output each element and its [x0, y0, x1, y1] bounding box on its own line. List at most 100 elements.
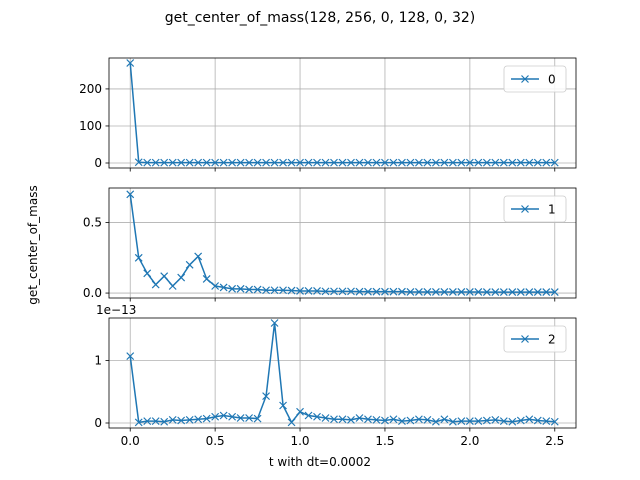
subplot-0: 0 100 200 0: [79, 57, 577, 172]
data-point: [440, 158, 449, 167]
data-point: [194, 252, 203, 261]
data-point: [330, 415, 338, 424]
legend-marker: [521, 335, 529, 343]
data-point: [508, 417, 517, 426]
data-point: [499, 288, 508, 297]
x-tick-label: 2.5: [545, 434, 564, 448]
data-point: [279, 401, 287, 410]
data-point: [533, 288, 542, 297]
data-point: [160, 272, 169, 281]
x-tick-label: 2.0: [460, 434, 479, 448]
data-point: [457, 417, 466, 426]
data-point: [406, 158, 415, 167]
data-point: [406, 416, 415, 425]
data-point: [270, 286, 279, 295]
data-point: [338, 287, 347, 296]
data-point: [245, 285, 254, 294]
y-tick-label: 0.5: [83, 216, 102, 230]
data-point: [372, 415, 381, 424]
data-point: [381, 287, 389, 296]
data-point: [414, 288, 423, 296]
data-point: [151, 280, 160, 289]
data-point: [364, 287, 372, 296]
data-point: [262, 392, 271, 401]
data-point: [126, 190, 135, 199]
y-tick-label: 100: [79, 119, 102, 133]
data-point: [355, 414, 364, 422]
data-point: [347, 415, 355, 424]
x-tick-label: 0.0: [121, 434, 140, 448]
data-point: [448, 158, 457, 167]
data-point: [398, 287, 406, 296]
data-point: [474, 288, 483, 296]
data-point: [389, 287, 398, 296]
data-point: [330, 287, 338, 296]
data-point: [313, 158, 321, 167]
data-point: [508, 288, 517, 297]
data-point: [355, 158, 364, 167]
data-point: [262, 286, 271, 295]
data-point: [465, 288, 474, 296]
data-point: [457, 288, 466, 296]
y-tick-label: 1: [94, 354, 102, 368]
data-point: [482, 416, 491, 425]
data-point: [185, 158, 194, 167]
data-point: [236, 414, 245, 422]
data-point: [219, 283, 228, 292]
data-point: [381, 158, 389, 167]
data-point: [168, 282, 177, 290]
data-point: [313, 287, 321, 295]
data-point: [160, 158, 169, 167]
legend-marker: [521, 75, 529, 83]
data-point: [491, 288, 500, 297]
data-point: [245, 414, 254, 422]
data-point: [398, 417, 406, 426]
data-point: [236, 284, 245, 293]
data-point: [389, 158, 398, 167]
data-point: [160, 417, 169, 426]
data-point: [313, 412, 321, 421]
data-point: [236, 158, 245, 167]
data-point: [177, 273, 186, 282]
data-point: [270, 158, 279, 167]
data-point: [228, 284, 237, 293]
data-point: [550, 288, 559, 297]
data-point: [134, 418, 143, 427]
data-point: [499, 158, 508, 167]
data-point: [431, 417, 440, 426]
data-point: [262, 158, 271, 167]
data-point: [516, 158, 525, 167]
x-tick-label: 1.5: [375, 434, 394, 448]
data-point: [134, 253, 143, 262]
data-point: [304, 287, 313, 295]
data-point: [134, 158, 143, 167]
data-point: [414, 415, 423, 424]
legend-label: 0: [548, 73, 556, 87]
data-point: [194, 415, 203, 424]
data-point: [338, 415, 347, 424]
data-point: [516, 416, 525, 425]
data-point: [516, 288, 525, 297]
data-point: [533, 416, 542, 425]
data-point: [347, 158, 355, 167]
x-tick-label: 1.0: [290, 434, 309, 448]
data-point: [126, 59, 135, 67]
x-tick-label: 0.5: [206, 434, 225, 448]
data-point: [491, 158, 500, 167]
data-point: [253, 285, 262, 294]
data-point: [465, 417, 474, 426]
data-point: [525, 158, 534, 167]
y-tick-label: 200: [79, 82, 102, 96]
data-point: [499, 417, 508, 426]
data-point: [533, 158, 542, 167]
data-point: [253, 414, 262, 423]
data-point: [508, 158, 517, 167]
subplot-1: 0.0 0.5 1: [83, 187, 577, 302]
legend-marker: [521, 205, 529, 213]
data-point: [364, 158, 372, 167]
subplot-2: 0.0 0.5 1.0 1.5 2.0 2.5 0 1 1e−13 2: [94, 303, 577, 448]
legend-label: 2: [548, 333, 556, 347]
data-point: [253, 158, 262, 167]
data-point: [219, 158, 228, 167]
